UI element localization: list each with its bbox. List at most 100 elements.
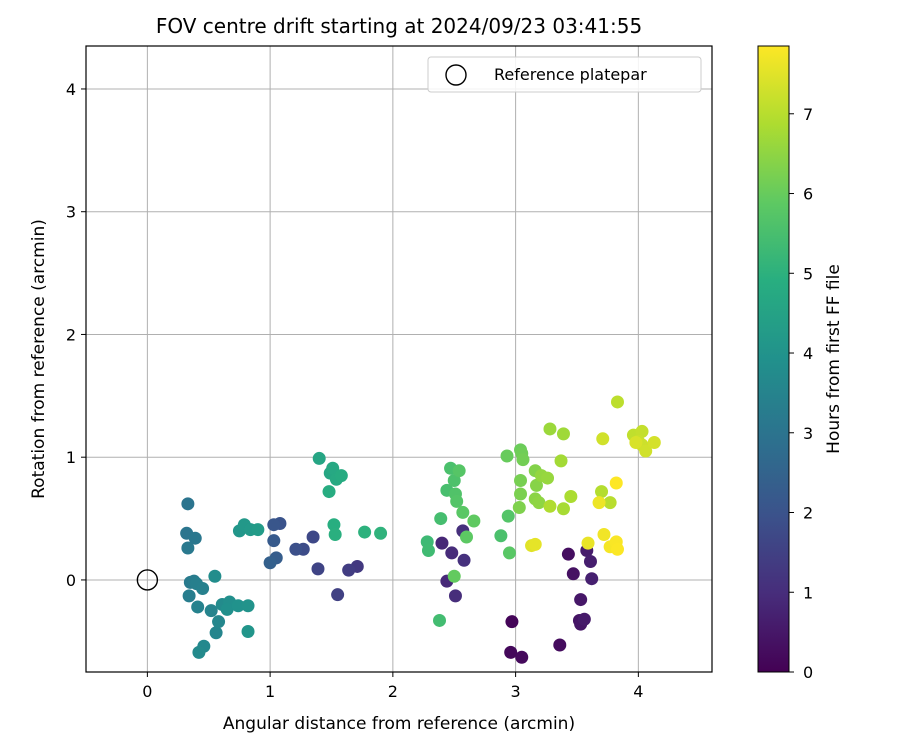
data-point xyxy=(505,615,519,629)
data-point xyxy=(220,602,234,616)
x-axis-label: Angular distance from reference (arcmin) xyxy=(223,714,575,734)
y-tick-label: 1 xyxy=(66,448,76,467)
data-point xyxy=(447,569,461,583)
data-point xyxy=(554,454,568,468)
data-point xyxy=(188,531,202,545)
colorbar-tick-label: 1 xyxy=(803,583,813,602)
data-point xyxy=(181,497,195,511)
x-tick-label: 2 xyxy=(388,682,398,701)
data-points xyxy=(136,395,661,664)
colorbar-tick-label: 6 xyxy=(803,185,813,204)
data-point xyxy=(326,461,340,475)
data-point xyxy=(512,501,526,515)
data-point xyxy=(585,572,599,586)
data-point xyxy=(494,529,508,543)
data-point xyxy=(331,588,345,602)
data-point xyxy=(635,424,649,438)
colorbar-tick-label: 0 xyxy=(803,663,813,682)
data-point xyxy=(241,624,255,638)
data-point xyxy=(543,422,557,436)
data-point xyxy=(528,537,542,551)
data-point xyxy=(196,582,210,596)
data-point xyxy=(452,464,466,478)
data-point xyxy=(450,494,464,508)
data-point xyxy=(312,451,326,465)
colorbar-ticks: 0 1 2 3 4 5 6 7 xyxy=(789,105,813,682)
data-point xyxy=(181,541,195,555)
data-point xyxy=(564,489,578,503)
legend: Reference platepar xyxy=(427,56,702,93)
data-point xyxy=(597,528,611,542)
chart-title: FOV centre drift starting at 2024/09/23 … xyxy=(156,14,642,38)
colorbar-tick-label: 5 xyxy=(803,264,813,283)
data-point xyxy=(514,487,528,501)
data-point xyxy=(204,604,218,618)
data-point xyxy=(595,485,609,499)
data-point xyxy=(529,478,543,492)
data-point xyxy=(583,555,597,569)
data-point xyxy=(592,496,606,510)
data-point xyxy=(603,496,617,510)
data-point xyxy=(267,534,281,548)
legend-entry: Reference platepar xyxy=(494,65,647,84)
reference-platepar-marker xyxy=(136,569,159,591)
data-point xyxy=(504,645,518,659)
data-point xyxy=(629,435,643,449)
data-point xyxy=(306,530,320,544)
data-point xyxy=(342,563,356,577)
data-point xyxy=(192,645,206,659)
y-tick-label: 4 xyxy=(66,80,76,99)
y-tick-label: 2 xyxy=(66,325,76,344)
data-point xyxy=(328,528,342,542)
data-point xyxy=(610,542,624,556)
legend-marker xyxy=(445,64,467,86)
data-point xyxy=(556,502,570,516)
data-point xyxy=(647,435,661,449)
y-axis-label: Rotation from reference (arcmin) xyxy=(29,219,49,499)
data-point xyxy=(448,589,462,603)
colorbar-tick-label: 4 xyxy=(803,344,813,363)
data-point xyxy=(514,474,528,488)
data-point xyxy=(500,449,514,463)
data-point xyxy=(374,526,388,540)
data-point xyxy=(639,444,653,458)
data-point xyxy=(267,518,281,532)
data-point xyxy=(421,543,435,557)
x-tick-label: 3 xyxy=(511,682,521,701)
x-tick-label: 1 xyxy=(265,682,275,701)
plot-frame xyxy=(85,45,713,673)
axis-ticks: 0 1 2 3 4 0 1 2 3 4 xyxy=(66,80,644,701)
data-point xyxy=(541,471,555,485)
data-point xyxy=(212,615,226,629)
colorbar-tick-label: 3 xyxy=(803,424,813,443)
data-point xyxy=(532,496,546,510)
data-point xyxy=(515,650,529,664)
x-tick-label: 0 xyxy=(142,682,152,701)
data-point xyxy=(182,589,196,603)
data-point xyxy=(467,514,481,528)
data-point xyxy=(433,613,447,627)
data-point xyxy=(596,432,610,446)
data-point xyxy=(263,556,277,570)
data-point xyxy=(434,512,448,526)
colorbar-label: Hours from first FF file xyxy=(824,264,844,454)
y-tick-label: 3 xyxy=(66,203,76,222)
data-point xyxy=(231,599,245,613)
data-point xyxy=(209,626,223,640)
data-point xyxy=(208,569,222,583)
data-point xyxy=(334,469,348,483)
colorbar-tick-label: 2 xyxy=(803,504,813,523)
data-point xyxy=(460,530,474,544)
data-point xyxy=(447,474,461,488)
x-tick-label: 4 xyxy=(633,682,643,701)
data-point xyxy=(327,518,341,532)
data-point xyxy=(191,600,205,614)
data-point xyxy=(561,547,575,561)
data-point xyxy=(501,509,515,523)
data-point xyxy=(581,536,595,550)
data-point xyxy=(322,485,336,499)
data-point xyxy=(553,638,567,652)
data-point xyxy=(445,546,459,560)
data-point xyxy=(574,593,588,607)
